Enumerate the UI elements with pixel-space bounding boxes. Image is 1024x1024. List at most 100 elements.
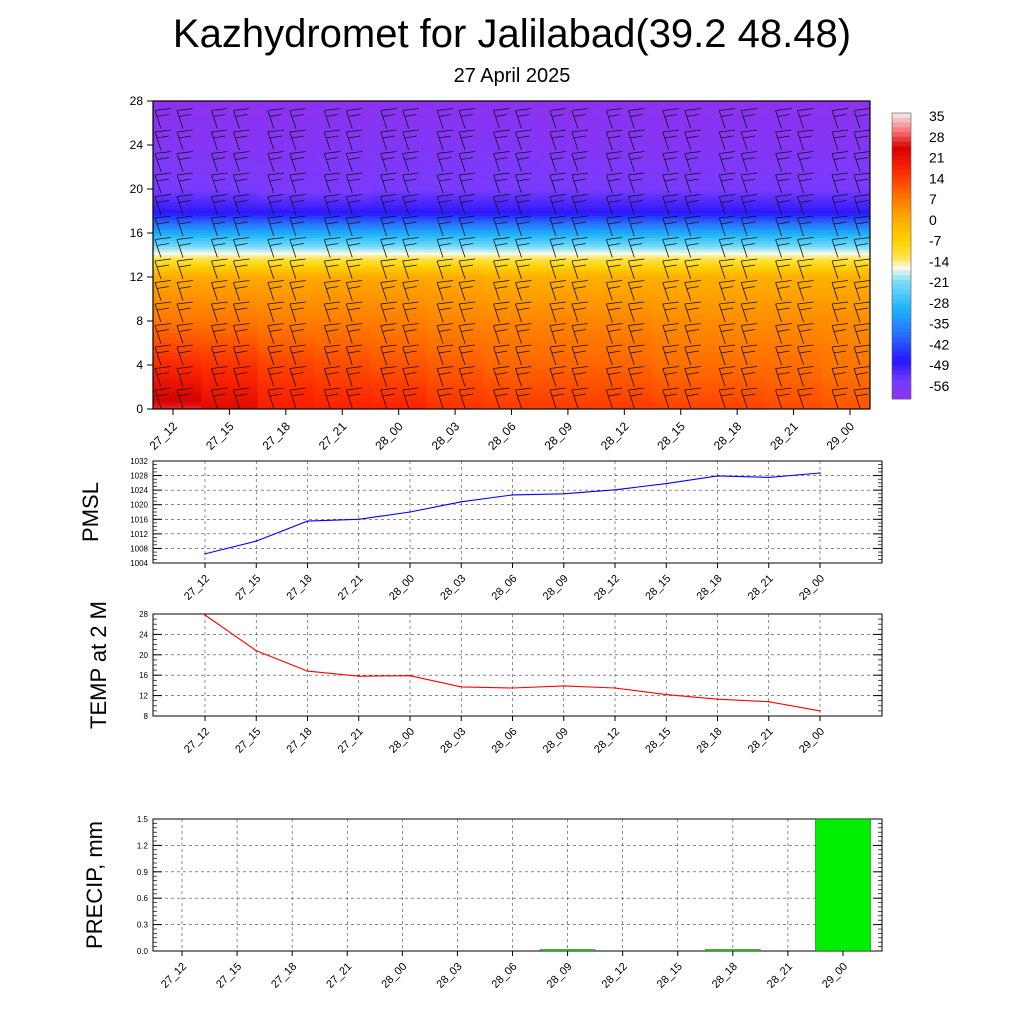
heatmap-cell	[652, 246, 710, 250]
y-tick-label: 1028	[130, 472, 148, 481]
heatmap-cell	[708, 181, 766, 186]
heatmap-cell	[652, 391, 710, 396]
heatmap-cell	[596, 279, 654, 284]
wind-barb	[515, 172, 532, 194]
heatmap-cell	[708, 131, 766, 135]
heatmap-cell	[153, 156, 202, 161]
heatmap-cell	[153, 134, 202, 138]
wind-barb	[211, 387, 228, 409]
wind-barb	[627, 151, 645, 172]
wind-barb	[380, 387, 397, 409]
heatmap-cell	[483, 123, 541, 127]
colorbar-segment	[892, 132, 911, 138]
y-tick-label: 1.2	[137, 841, 149, 850]
heatmap-cell	[708, 324, 766, 329]
heatmap-cell	[652, 207, 710, 211]
heatmap-cell	[257, 327, 315, 331]
heatmap-cell	[765, 215, 823, 219]
heatmap-cell	[596, 125, 654, 130]
heatmap-cell	[201, 145, 259, 149]
heatmap-cell	[708, 316, 766, 320]
wind-barb	[740, 215, 758, 237]
wind-barb	[380, 366, 397, 387]
heatmap-cell	[153, 223, 202, 228]
heatmap-cell	[821, 397, 870, 401]
wind-barb	[233, 387, 250, 409]
heatmap-cell	[708, 232, 766, 236]
heatmap-cell	[426, 198, 484, 203]
heatmap-cell	[257, 176, 315, 180]
heatmap-cell	[765, 117, 823, 121]
heatmap-cell	[483, 299, 541, 303]
wind-barb	[684, 280, 701, 301]
heatmap-cell	[153, 215, 202, 219]
heatmap-cell	[765, 285, 823, 289]
heatmap-cell	[821, 372, 870, 376]
heatmap-cell	[257, 254, 315, 259]
heatmap-cell	[426, 383, 484, 387]
wind-barb	[684, 151, 701, 172]
heatmap-cell	[483, 165, 541, 169]
heatmap-cell	[596, 299, 654, 303]
heatmap-cell	[821, 184, 870, 189]
wind-barb	[775, 366, 792, 387]
wind-barb	[323, 301, 341, 323]
heatmap-cell	[652, 307, 710, 312]
heatmap-cell	[314, 254, 372, 259]
wind-barb	[176, 108, 194, 129]
wind-barb	[831, 280, 849, 301]
heatmap-cell	[708, 176, 766, 180]
heatmap-cell	[314, 111, 372, 116]
heatmap-cell	[314, 377, 372, 382]
heatmap-cell	[426, 249, 484, 253]
heatmap-cell	[314, 181, 372, 186]
heatmap-cell	[314, 153, 372, 158]
wind-barb	[740, 129, 758, 151]
heatmap-cell	[201, 201, 259, 205]
heatmap-cell	[821, 288, 870, 292]
wind-barbs	[154, 108, 870, 409]
heatmap-cell	[153, 363, 202, 368]
wind-barb	[233, 194, 250, 215]
series-point	[306, 520, 309, 522]
heatmap-cell	[426, 134, 484, 138]
heatmap-cell	[765, 277, 823, 281]
heatmap-cell	[153, 352, 202, 357]
heatmap-cell	[257, 271, 315, 275]
heatmap-cell	[426, 193, 484, 197]
heatmap-cell	[708, 165, 766, 169]
wind-barb	[402, 323, 419, 344]
heatmap-cell	[426, 114, 484, 119]
heatmap-cell	[426, 319, 484, 323]
heatmap-cell	[426, 223, 484, 228]
wind-barb	[493, 387, 510, 409]
heatmap-cell	[153, 246, 202, 250]
heatmap-cell	[201, 251, 259, 256]
heatmap-cell	[314, 268, 372, 273]
heatmap-cell	[257, 103, 315, 107]
heatmap-cell	[314, 400, 372, 404]
heatmap-cell	[257, 218, 315, 222]
heatmap-cell	[821, 299, 870, 303]
heatmap-cell	[201, 263, 259, 267]
heatmap-cell	[257, 153, 315, 158]
heatmap-cell	[821, 125, 870, 130]
wind-barb	[605, 344, 623, 366]
chart-title: Kazhydromet for Jalilabad(39.2 48.48)	[172, 12, 852, 56]
heatmap-cell	[539, 167, 597, 172]
heatmap-cell	[539, 293, 597, 298]
heatmap-cell	[652, 204, 710, 208]
series-point	[819, 472, 821, 474]
heatmap-cell	[201, 207, 259, 211]
wind-barb	[515, 387, 532, 409]
heatmap-cell	[153, 226, 202, 231]
wind-barb	[853, 172, 870, 194]
heatmap-cell	[314, 327, 372, 331]
heatmap-cell	[426, 271, 484, 275]
heatmap-cell	[708, 106, 766, 110]
heatmap-cell	[426, 167, 484, 172]
heatmap-cell	[314, 187, 372, 191]
heatmap-cell	[153, 307, 202, 312]
y-tick-label: 1004	[130, 559, 148, 568]
heatmap-cell	[596, 156, 654, 161]
